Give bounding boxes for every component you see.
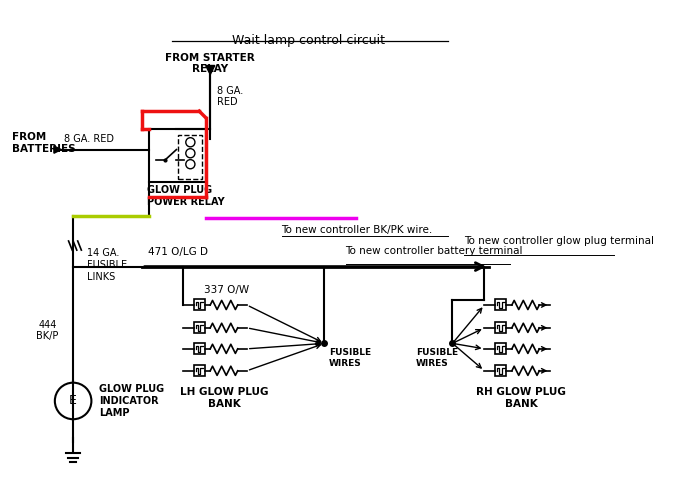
Bar — [149, 129, 206, 183]
Text: FROM STARTER
RELAY: FROM STARTER RELAY — [165, 53, 255, 74]
Bar — [194, 344, 204, 354]
Text: 8 GA. RED: 8 GA. RED — [64, 134, 114, 144]
Text: E: E — [69, 394, 77, 407]
Text: FUSIBLE
WIRES: FUSIBLE WIRES — [416, 348, 458, 368]
Polygon shape — [206, 65, 215, 74]
Text: GLOW PLUG
INDICATOR
LAMP: GLOW PLUG INDICATOR LAMP — [99, 384, 164, 417]
Polygon shape — [54, 146, 61, 153]
Text: 444
BK/P: 444 BK/P — [37, 320, 59, 342]
Bar — [496, 299, 506, 310]
Bar — [496, 365, 506, 376]
Bar — [194, 299, 204, 310]
Bar — [194, 365, 204, 376]
Text: Wait lamp control circuit: Wait lamp control circuit — [232, 34, 385, 47]
Bar — [496, 344, 506, 354]
Bar — [496, 322, 506, 333]
Text: FUSIBLE
WIRES: FUSIBLE WIRES — [329, 348, 371, 368]
Text: LH GLOW PLUG
BANK: LH GLOW PLUG BANK — [179, 387, 268, 409]
Bar — [194, 322, 204, 333]
Text: RH GLOW PLUG
BANK: RH GLOW PLUG BANK — [476, 387, 566, 409]
Text: FROM
BATTERIES: FROM BATTERIES — [12, 132, 76, 154]
Text: To new controller glow plug terminal: To new controller glow plug terminal — [464, 236, 655, 246]
Text: 8 GA.
RED: 8 GA. RED — [217, 86, 243, 107]
Text: 471 O/LG D: 471 O/LG D — [148, 247, 208, 258]
Text: To new controller BK/PK wire.: To new controller BK/PK wire. — [282, 224, 433, 234]
Bar — [179, 135, 202, 179]
Text: 14 GA.
FUSIBLE
LINKS: 14 GA. FUSIBLE LINKS — [87, 248, 127, 282]
Text: GLOW PLUG
POWER RELAY: GLOW PLUG POWER RELAY — [147, 185, 225, 207]
Text: 337 O/W: 337 O/W — [204, 285, 249, 295]
Text: To new controller battery terminal: To new controller battery terminal — [345, 245, 523, 256]
